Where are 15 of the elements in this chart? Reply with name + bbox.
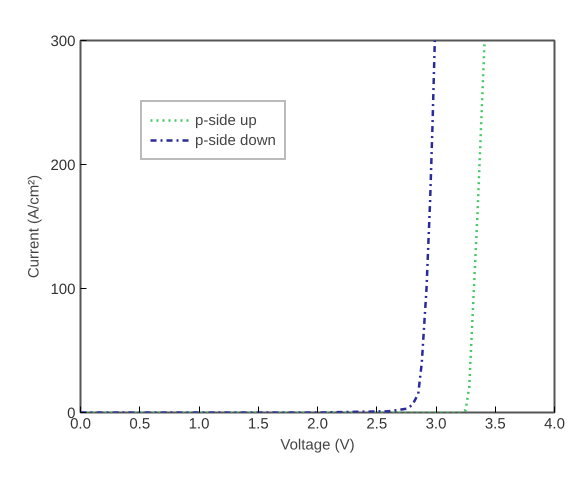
x-tick-label: 0.5 (129, 416, 150, 432)
legend-label: p-side up (195, 112, 257, 128)
x-tick-label: 3.0 (426, 416, 446, 432)
x-tick-label: 4.0 (544, 416, 565, 432)
y-tick-label: 200 (50, 157, 76, 174)
x-tick-label: 1.0 (188, 416, 210, 432)
x-tick-label: 3.5 (484, 416, 506, 432)
y-axis-title: Current (A/cm²) (25, 174, 42, 278)
legend-label: p-side down (195, 132, 276, 148)
x-tick-label: 1.5 (248, 416, 269, 432)
x-tick-label: 2.0 (307, 416, 328, 432)
y-tick-label: 300 (50, 33, 76, 50)
y-tick-label: 100 (50, 281, 76, 298)
x-tick-label: 2.5 (366, 416, 388, 432)
x-axis-title: Voltage (V) (280, 436, 355, 454)
